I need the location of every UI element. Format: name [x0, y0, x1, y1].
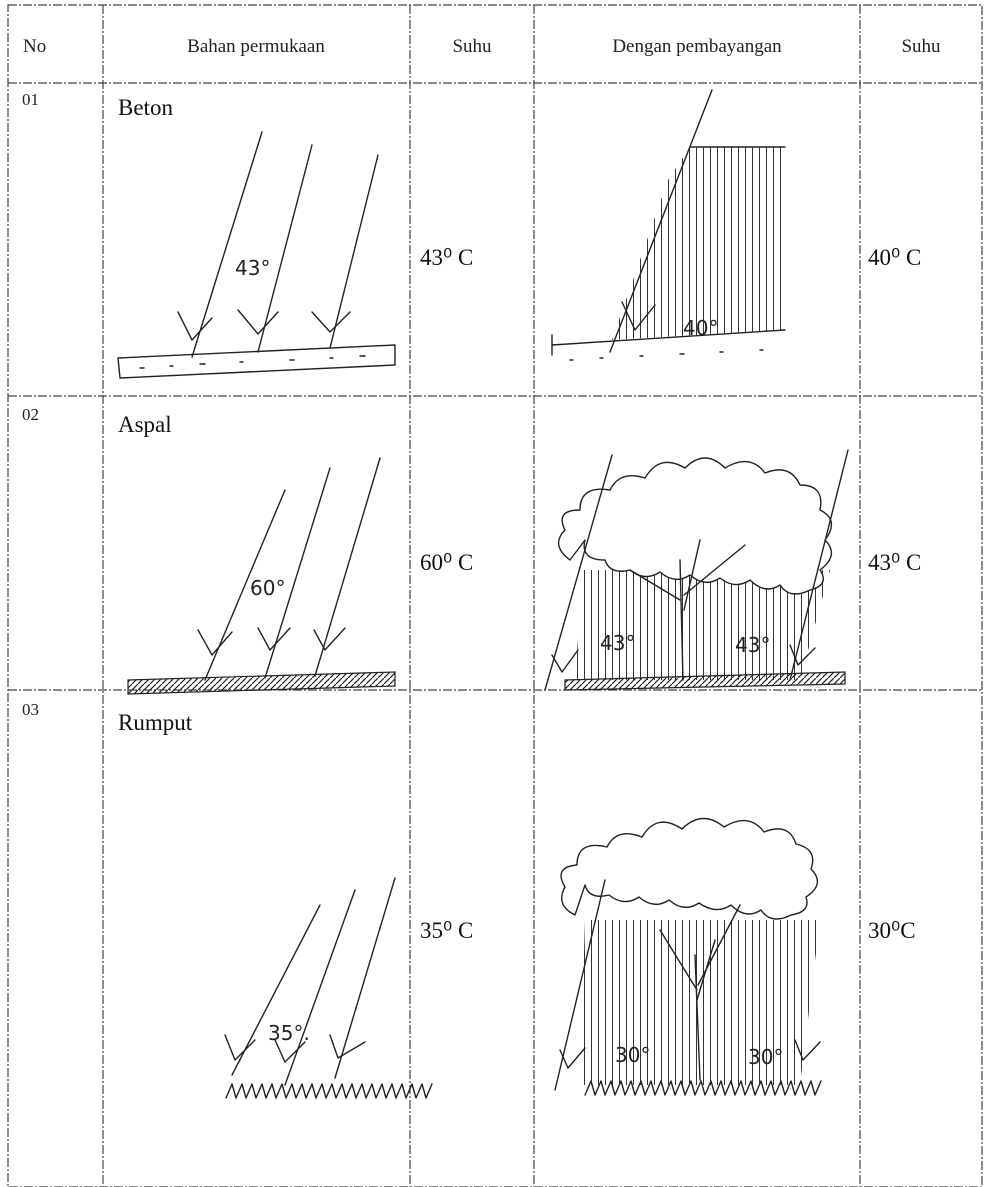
sketch-grass-tree	[554, 817, 822, 1096]
row-number: 02	[22, 405, 39, 424]
header-cell: Suhu	[452, 36, 492, 57]
sketch-label: 60°	[250, 576, 285, 600]
material-name: Beton	[118, 95, 173, 120]
row-number: 01	[22, 90, 39, 109]
table-grid	[7, 4, 983, 1187]
material-name: Rumput	[118, 710, 193, 735]
sketch-concrete	[117, 131, 396, 379]
sketch-label: 43°	[235, 256, 270, 280]
sketch-label: 30°	[748, 1045, 783, 1069]
header-cell: No	[23, 36, 46, 57]
temperature: 43⁰ C	[420, 245, 473, 270]
sketch-asphalt	[127, 457, 396, 695]
sketch-label: 35°.	[268, 1021, 310, 1045]
sketch-label: 40°	[683, 316, 718, 340]
row-number: 03	[22, 700, 39, 719]
temperature: 35⁰ C	[420, 918, 473, 943]
header-cell: Dengan pembayangan	[612, 36, 782, 57]
sketch-label: 43°	[735, 633, 770, 657]
sketch-label: 43°	[600, 631, 635, 655]
sketch-label: 30°	[615, 1043, 650, 1067]
temperature: 60⁰ C	[420, 550, 473, 575]
header-cell: Bahan permukaan	[187, 36, 325, 57]
shaded-temperature: 43⁰ C	[868, 550, 921, 575]
material-name: Aspal	[118, 412, 172, 437]
sketch-asphalt-tree	[544, 449, 849, 691]
sketch-grass	[224, 877, 433, 1099]
shaded-temperature: 30⁰C	[868, 918, 916, 943]
sketch-concrete-shaded	[551, 89, 786, 361]
shaded-temperature: 40⁰ C	[868, 245, 921, 270]
header-cell: Suhu	[901, 36, 941, 57]
